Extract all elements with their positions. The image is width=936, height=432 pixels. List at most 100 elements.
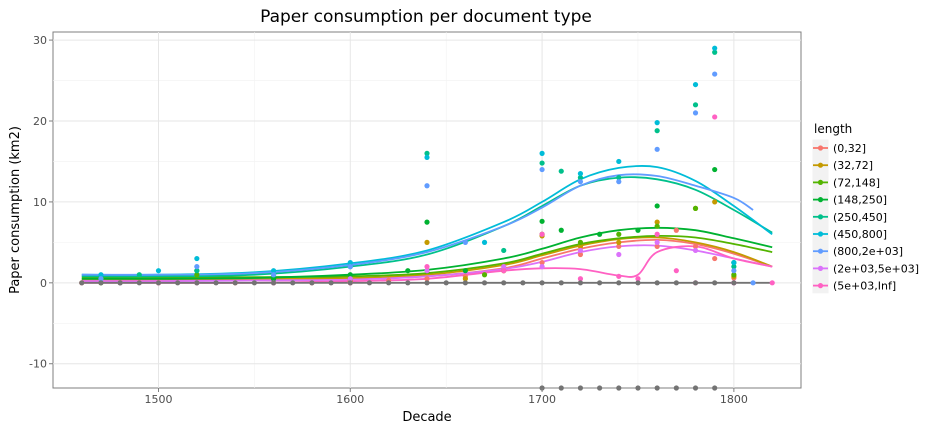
data-point-0 — [577, 251, 584, 258]
smooth-line-3 — [81, 226, 773, 280]
data-point-7 — [616, 251, 622, 258]
data-point-6 — [654, 146, 660, 152]
data-point-9 — [558, 280, 564, 286]
legend-key-point — [817, 145, 824, 151]
data-point-7 — [501, 264, 507, 270]
data-point-6 — [616, 179, 622, 185]
data-point-3 — [424, 219, 430, 225]
data-point-9 — [673, 385, 679, 391]
data-point-3 — [539, 218, 545, 224]
data-point-1 — [424, 239, 430, 245]
data-point-4 — [577, 175, 584, 181]
data-point-9 — [501, 280, 507, 286]
data-point-8 — [501, 268, 507, 274]
data-point-9 — [597, 385, 603, 391]
data-point-9 — [635, 280, 641, 286]
legend-entry-label: (0,32] — [833, 142, 866, 155]
data-point-9 — [386, 280, 392, 286]
data-point-9 — [712, 280, 718, 286]
y-axis-ticks: -10 0 10 20 30 — [29, 34, 53, 371]
data-point-9 — [155, 280, 162, 286]
data-point-8 — [539, 231, 545, 237]
data-point-6 — [98, 276, 104, 282]
data-point-5 — [577, 170, 584, 177]
data-point-9 — [270, 280, 277, 286]
y-tick-label: 0 — [40, 277, 47, 290]
data-point-4 — [712, 49, 718, 55]
data-point-9 — [443, 280, 449, 286]
data-point-9 — [405, 280, 411, 286]
data-point-4 — [654, 128, 660, 134]
data-point-6 — [692, 110, 699, 116]
data-point-5 — [194, 255, 200, 262]
data-point-6 — [424, 183, 430, 189]
data-points — [79, 45, 775, 391]
data-point-9 — [654, 280, 660, 286]
data-point-9 — [635, 385, 641, 391]
data-point-9 — [616, 280, 622, 286]
x-tick-label: 1700 — [528, 393, 556, 406]
data-point-5 — [347, 259, 353, 266]
legend-key-point — [817, 162, 824, 168]
data-point-9 — [692, 385, 699, 391]
data-point-6 — [577, 179, 584, 185]
legend-title: length — [814, 122, 852, 136]
y-axis-title: Paper consumption (km2) — [8, 126, 23, 294]
data-point-3 — [654, 203, 660, 209]
data-point-9 — [347, 280, 353, 286]
data-point-4 — [731, 264, 737, 270]
data-point-8 — [769, 280, 775, 286]
data-point-4 — [558, 168, 564, 174]
data-point-9 — [731, 280, 737, 286]
data-point-9 — [424, 280, 430, 286]
data-point-7 — [424, 268, 430, 274]
data-point-5 — [731, 259, 737, 266]
data-point-9 — [654, 385, 660, 391]
y-tick-label: -10 — [29, 358, 47, 371]
data-point-2 — [616, 231, 622, 237]
data-point-3 — [597, 231, 603, 237]
data-point-4 — [616, 175, 622, 181]
data-point-9 — [539, 280, 545, 286]
data-point-0 — [424, 276, 430, 282]
data-point-6 — [539, 166, 545, 173]
data-point-1 — [462, 276, 468, 282]
data-point-2 — [654, 223, 660, 229]
legend-key-point — [817, 248, 824, 254]
data-point-4 — [539, 160, 545, 166]
legend-entry-label: (148,250] — [833, 194, 887, 207]
data-point-1 — [577, 243, 584, 250]
data-point-3 — [270, 276, 277, 282]
data-point-5 — [712, 45, 718, 51]
data-point-2 — [731, 272, 737, 278]
data-point-9 — [232, 280, 238, 286]
data-point-8 — [654, 231, 660, 237]
data-point-4 — [501, 247, 507, 254]
legend-entry-label: (72,148] — [833, 176, 880, 189]
data-point-2 — [194, 272, 200, 278]
data-point-7 — [347, 276, 353, 282]
data-point-8 — [712, 114, 718, 120]
smooth-line-6 — [81, 173, 754, 276]
data-point-6 — [750, 280, 756, 286]
x-axis-ticks: 1500 1600 1700 1800 — [144, 388, 748, 406]
data-point-3 — [462, 268, 468, 274]
data-point-9 — [616, 385, 622, 391]
y-tick-label: 10 — [33, 196, 47, 209]
data-point-4 — [194, 268, 200, 274]
data-point-5 — [616, 158, 622, 165]
data-point-9 — [213, 280, 219, 286]
legend-key-point — [817, 214, 824, 220]
legend-entry-label: (800,2e+03] — [833, 245, 903, 258]
data-point-9 — [79, 280, 85, 286]
data-point-0 — [539, 259, 545, 266]
data-point-6 — [462, 239, 468, 245]
y-tick-label: 20 — [33, 115, 47, 128]
data-point-9 — [712, 385, 718, 391]
data-point-9 — [692, 280, 699, 286]
data-point-1 — [616, 239, 622, 245]
data-point-1 — [712, 199, 718, 205]
data-point-9 — [597, 280, 603, 286]
data-point-9 — [136, 280, 142, 286]
